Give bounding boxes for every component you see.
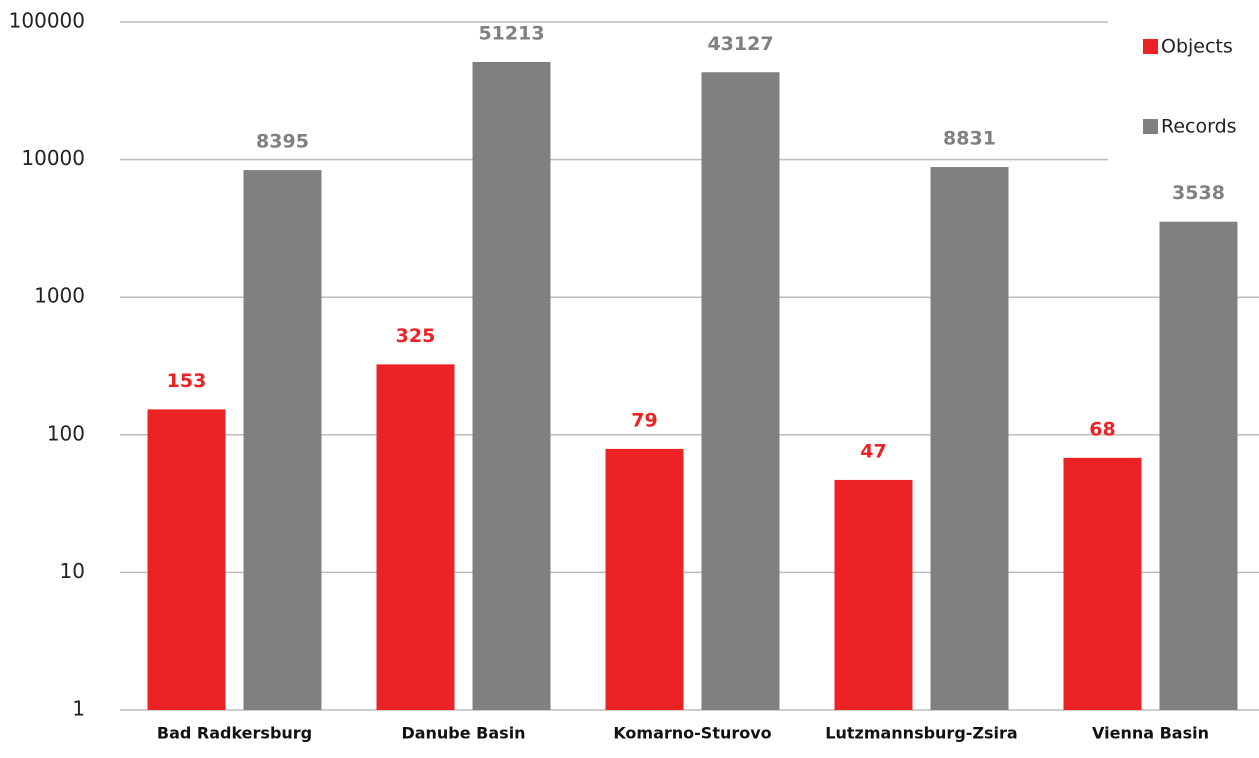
y-tick-label: 1 <box>72 697 85 721</box>
data-label: 43127 <box>707 33 773 55</box>
data-label: 47 <box>860 440 886 462</box>
data-label: 79 <box>631 409 657 431</box>
bar <box>930 167 1009 710</box>
bar <box>1159 221 1238 710</box>
bar <box>1063 457 1142 710</box>
data-label: 3538 <box>1172 182 1225 204</box>
x-tick-label: Lutzmannsburg-Zsira <box>825 724 1017 743</box>
data-label: 68 <box>1089 418 1115 440</box>
bar <box>243 170 322 710</box>
y-tick-label: 10000 <box>21 146 85 170</box>
data-label: 153 <box>167 370 207 392</box>
bar <box>834 479 913 710</box>
x-tick-label: Danube Basin <box>401 724 525 743</box>
y-tick-label: 1000 <box>34 284 85 308</box>
bar <box>472 61 551 711</box>
legend-label: Objects <box>1161 36 1233 58</box>
data-label: 8395 <box>256 131 309 153</box>
legend-swatch <box>1143 39 1158 54</box>
legend-background <box>1108 10 1259 170</box>
bar <box>605 448 684 710</box>
legend-label: Records <box>1161 116 1237 138</box>
y-tick-label: 100 <box>47 421 85 445</box>
bar <box>147 409 226 710</box>
data-label: 51213 <box>478 22 544 44</box>
y-tick-label: 10 <box>60 559 85 583</box>
x-tick-label: Komarno-Sturovo <box>613 724 771 743</box>
x-tick-label: Bad Radkersburg <box>157 724 312 743</box>
y-tick-label: 100000 <box>9 9 85 33</box>
data-label: 8831 <box>943 128 996 150</box>
x-tick-label: Vienna Basin <box>1092 724 1209 743</box>
bar <box>376 364 455 710</box>
data-label: 325 <box>396 325 436 347</box>
legend-swatch <box>1143 119 1158 134</box>
bar <box>701 72 780 711</box>
